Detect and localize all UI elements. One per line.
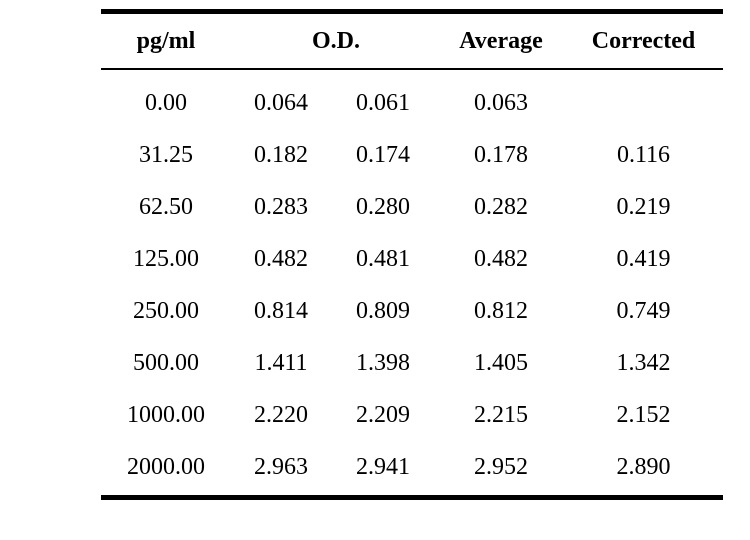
cell-od-1: 0.283 [254,193,308,220]
cell-pg-ml: 2000.00 [127,453,205,480]
cell-pg-ml: 62.50 [139,193,193,220]
cell-average: 1.405 [474,349,528,376]
cell-od-2: 2.941 [356,453,410,480]
cell-od-1: 0.482 [254,245,308,272]
header-average: Average [459,27,543,54]
header-row: pg/ml O.D. Average Corrected [101,14,723,68]
table-body: 0.00 0.064 0.061 0.063 31.25 0.182 0.174… [101,70,723,495]
cell-average: 0.178 [474,141,528,168]
cell-pg-ml: 250.00 [133,297,199,324]
cell-od-2: 0.174 [356,141,410,168]
cell-average: 0.063 [474,89,528,116]
cell-average: 2.215 [474,401,528,428]
cell-od-1: 0.814 [254,297,308,324]
cell-average: 0.482 [474,245,528,272]
table-row: 0.00 0.064 0.061 0.063 [101,77,723,129]
table-row: 125.00 0.482 0.481 0.482 0.419 [101,233,723,285]
cell-corrected: 2.152 [616,401,671,428]
cell-pg-ml: 125.00 [133,245,199,272]
table-row: 62.50 0.283 0.280 0.282 0.219 [101,181,723,233]
header-od: O.D. [312,27,360,54]
cell-corrected: 0.116 [616,141,671,168]
cell-od-1: 2.220 [254,401,308,428]
cell-corrected: 0.749 [616,297,671,324]
cell-od-2: 2.209 [356,401,410,428]
cell-average: 0.812 [474,297,528,324]
table-row: 500.00 1.411 1.398 1.405 1.342 [101,337,723,389]
bottom-rule [101,495,723,500]
cell-corrected: 0.219 [616,193,671,220]
cell-average: 0.282 [474,193,528,220]
cell-od-2: 0.061 [356,89,410,116]
cell-corrected [586,77,701,129]
cell-od-2: 0.280 [356,193,410,220]
cell-od-2: 0.481 [356,245,410,272]
cell-pg-ml: 0.00 [145,89,187,116]
table-row: 250.00 0.814 0.809 0.812 0.749 [101,285,723,337]
cell-od-1: 0.064 [254,89,308,116]
cell-od-1: 2.963 [254,453,308,480]
cell-pg-ml: 1000.00 [127,401,205,428]
header-rule [101,68,723,70]
cell-od-1: 0.182 [254,141,308,168]
cell-pg-ml: 500.00 [133,349,199,376]
table-row: 31.25 0.182 0.174 0.178 0.116 [101,129,723,181]
cell-od-2: 0.809 [356,297,410,324]
table-row: 1000.00 2.220 2.209 2.215 2.152 [101,389,723,441]
table-row: 2000.00 2.963 2.941 2.952 2.890 [101,441,723,493]
top-rule [101,9,723,14]
cell-corrected: 1.342 [616,349,671,376]
cell-pg-ml: 31.25 [139,141,193,168]
cell-corrected: 0.419 [616,245,671,272]
cell-average: 2.952 [474,453,528,480]
data-table: pg/ml O.D. Average Corrected 0.00 0.064 … [101,9,723,500]
header-pg-ml: pg/ml [136,27,196,54]
cell-od-2: 1.398 [356,349,410,376]
cell-od-1: 1.411 [254,349,308,376]
cell-corrected: 2.890 [616,453,671,480]
header-corrected: Corrected [591,27,696,54]
